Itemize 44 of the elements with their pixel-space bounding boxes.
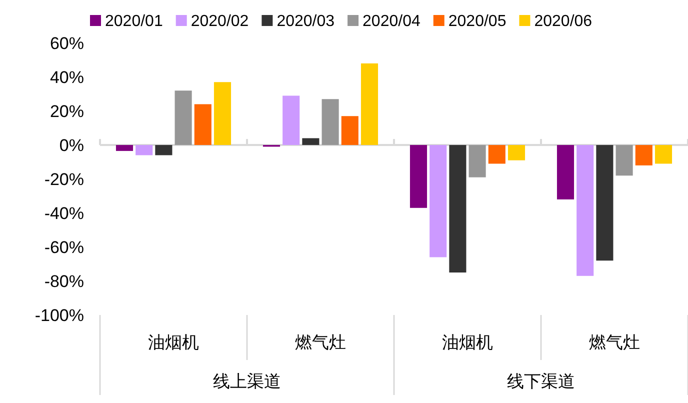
bar — [430, 145, 447, 258]
y-tick-label: -40% — [44, 204, 84, 223]
y-tick-label: -20% — [44, 170, 84, 189]
legend-label: 2020/05 — [448, 13, 506, 30]
bar — [341, 116, 358, 145]
bar — [616, 145, 633, 176]
x-tick-label: 油烟机 — [148, 333, 199, 352]
bar — [635, 145, 652, 166]
bar — [488, 145, 506, 164]
y-tick-label: -100% — [34, 306, 84, 325]
y-tick-label: 60% — [50, 34, 84, 53]
x-tick-label: 燃气灶 — [589, 333, 640, 352]
legend-label: 2020/04 — [362, 13, 420, 30]
bar — [116, 145, 134, 151]
bar — [282, 96, 300, 145]
legend-label: 2020/01 — [105, 13, 163, 30]
bar — [576, 145, 594, 276]
bar — [449, 145, 466, 272]
bar — [194, 104, 212, 145]
bar — [556, 145, 574, 200]
bar — [360, 63, 378, 145]
y-tick-label: 40% — [50, 68, 84, 87]
y-tick-label: -80% — [44, 272, 84, 291]
legend-label: 2020/03 — [276, 13, 335, 30]
bar — [136, 145, 153, 156]
bar — [468, 145, 486, 178]
bar — [508, 145, 526, 160]
bar — [155, 145, 172, 156]
y-tick-label: 20% — [50, 102, 84, 121]
legend-label: 2020/02 — [190, 13, 249, 30]
bar — [214, 82, 232, 145]
bar — [596, 145, 614, 261]
bar — [174, 90, 192, 145]
x-tick-label: 燃气灶 — [295, 333, 346, 352]
bar — [322, 99, 339, 145]
x-tick-label: 油烟机 — [442, 333, 493, 352]
text: 线下渠道 — [507, 372, 575, 391]
bar — [410, 145, 428, 208]
legend-label: 2020/06 — [534, 13, 592, 30]
y-tick-label: 0% — [59, 136, 84, 155]
text: 线上渠道 — [213, 372, 281, 391]
y-tick-label: -60% — [44, 238, 84, 257]
bar — [302, 138, 320, 145]
bar — [654, 145, 672, 164]
